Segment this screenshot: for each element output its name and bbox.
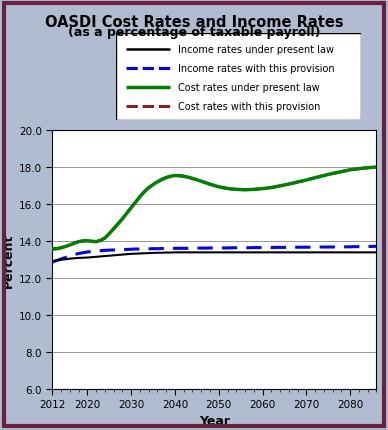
Text: Income rates with this provision: Income rates with this provision <box>177 64 334 74</box>
Text: Cost rates with this provision: Cost rates with this provision <box>177 101 320 112</box>
Text: Cost rates under present law: Cost rates under present law <box>177 83 319 93</box>
Text: (as a percentage of taxable payroll): (as a percentage of taxable payroll) <box>68 26 320 39</box>
X-axis label: Year: Year <box>199 414 230 427</box>
Y-axis label: Percent: Percent <box>2 233 15 287</box>
Text: OASDI Cost Rates and Income Rates: OASDI Cost Rates and Income Rates <box>45 15 343 30</box>
Text: Income rates under present law: Income rates under present law <box>177 45 334 55</box>
